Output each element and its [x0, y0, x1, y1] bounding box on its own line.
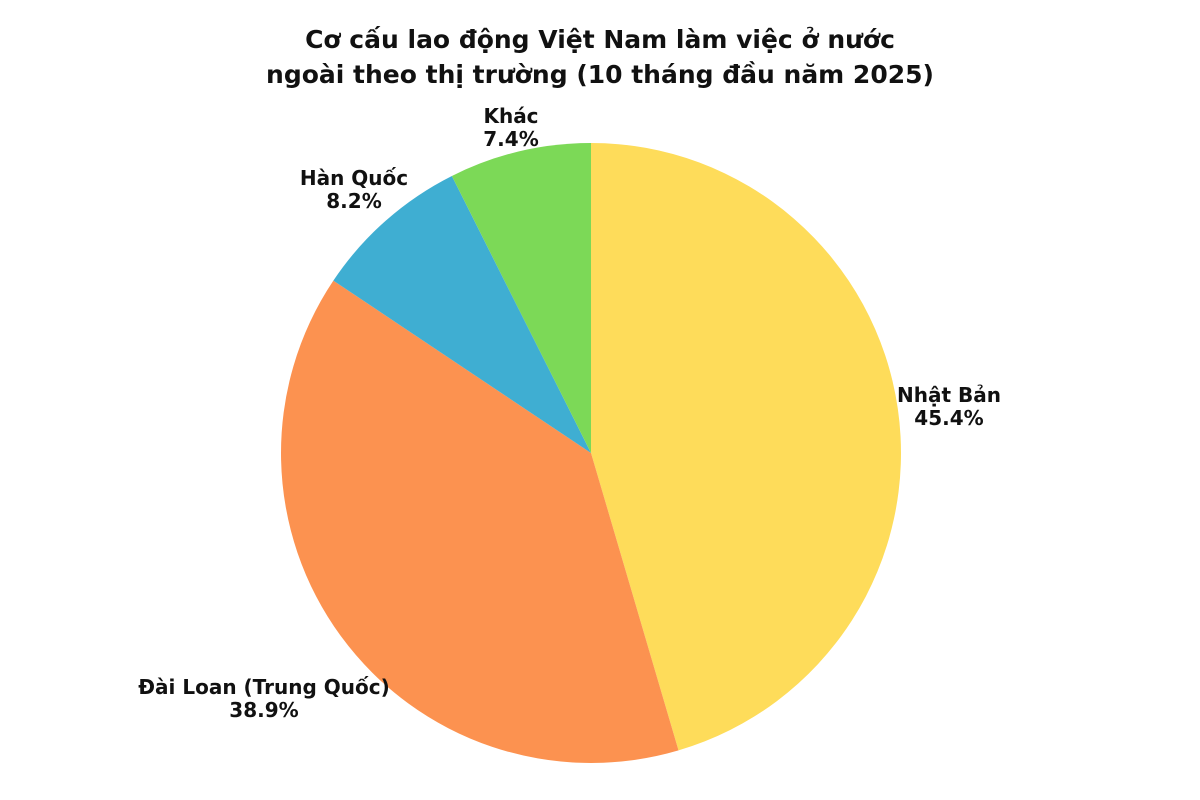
slice-label-nhat-ban: Nhật Bản 45.4% — [897, 384, 1001, 430]
slice-label-value: 45.4% — [914, 406, 984, 430]
pie-slices — [281, 143, 901, 763]
slice-label-han-quoc: Hàn Quốc 8.2% — [300, 167, 408, 213]
pie-slice-dai-loan — [281, 280, 679, 763]
slice-label-value: 7.4% — [483, 127, 539, 151]
slice-label-dai-loan: Đài Loan (Trung Quốc) 38.9% — [138, 676, 389, 722]
slice-label-value: 8.2% — [326, 189, 382, 213]
chart-title: Cơ cấu lao động Việt Nam làm việc ở nước… — [0, 22, 1200, 92]
chart-title-line-2: ngoài theo thị trường (10 tháng đầu năm … — [266, 60, 934, 89]
chart-title-line-1: Cơ cấu lao động Việt Nam làm việc ở nước — [305, 25, 895, 54]
slice-label-name: Đài Loan (Trung Quốc) — [138, 675, 390, 699]
slice-label-value: 38.9% — [229, 698, 299, 722]
slice-label-name: Khác — [483, 104, 539, 128]
pie-slice-nhat-ban — [591, 143, 901, 751]
pie-slice-khac — [451, 143, 591, 453]
slice-label-khac: Khác 7.4% — [483, 105, 538, 151]
slice-label-name: Hàn Quốc — [299, 166, 409, 190]
slice-label-name: Nhật Bản — [897, 383, 1001, 407]
pie-slice-han-quoc — [333, 175, 591, 453]
